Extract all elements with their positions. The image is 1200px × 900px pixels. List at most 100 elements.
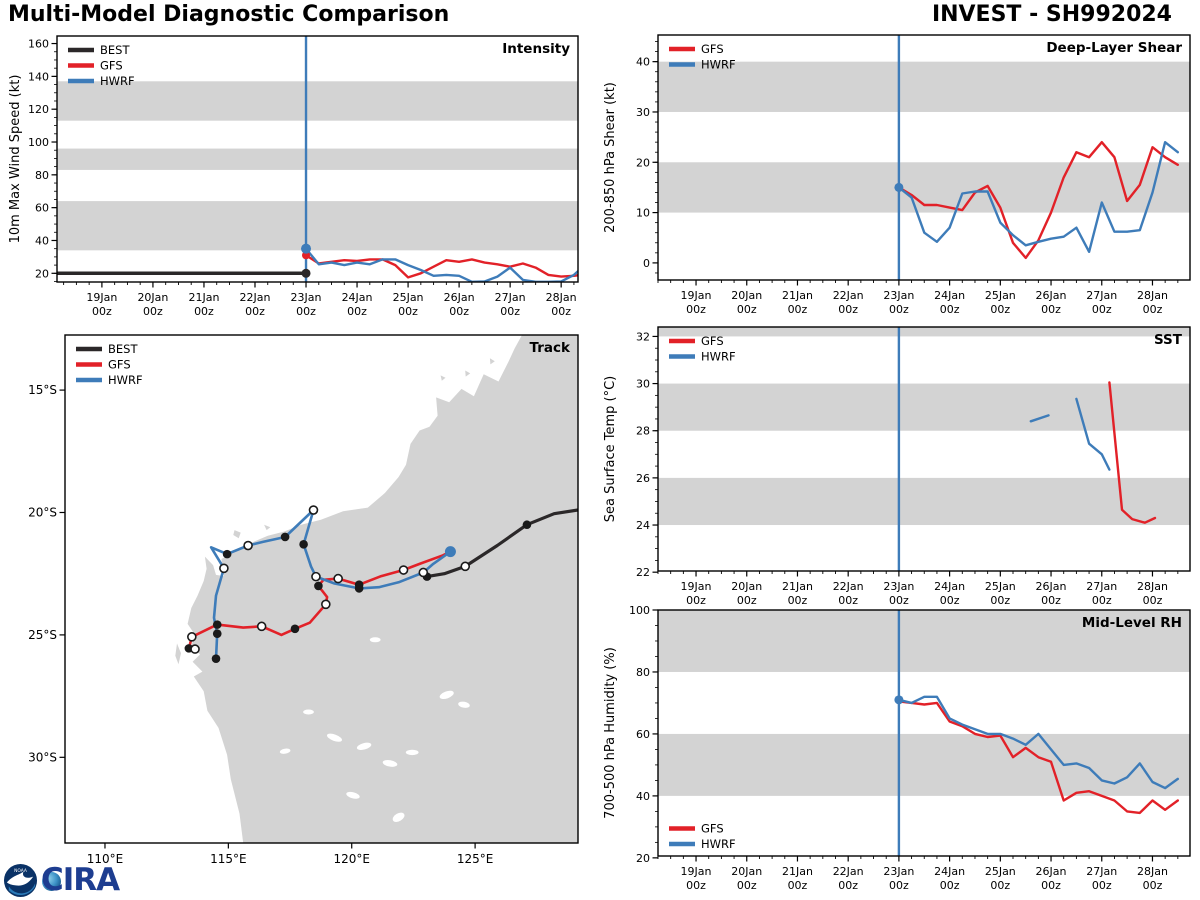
svg-text:00z: 00z bbox=[940, 594, 960, 607]
svg-text:26: 26 bbox=[636, 472, 650, 485]
intensity-init-marker bbox=[301, 268, 311, 278]
island bbox=[465, 370, 471, 377]
legend-label-gfs: GFS bbox=[701, 42, 724, 56]
noaa-logo-icon: NOAA bbox=[3, 863, 38, 898]
shear-legend: GFS HWRF bbox=[669, 42, 736, 72]
track-best-line bbox=[425, 508, 578, 579]
sst-title: SST bbox=[1154, 332, 1183, 348]
svg-text:00z: 00z bbox=[1143, 303, 1163, 316]
svg-text:26Jan: 26Jan bbox=[1036, 580, 1067, 593]
sst-ylabel: Sea Surface Temp (°C) bbox=[603, 376, 618, 523]
svg-text:160: 160 bbox=[28, 38, 49, 51]
island bbox=[489, 358, 495, 365]
svg-text:19Jan: 19Jan bbox=[681, 580, 712, 593]
svg-text:27Jan: 27Jan bbox=[1086, 580, 1117, 593]
svg-text:00z: 00z bbox=[245, 305, 265, 318]
svg-text:00z: 00z bbox=[737, 879, 757, 892]
sst-series bbox=[1029, 381, 1157, 524]
svg-text:100: 100 bbox=[28, 136, 49, 149]
intensity-bands bbox=[57, 81, 578, 251]
shaded-band bbox=[57, 81, 578, 121]
svg-text:15°S: 15°S bbox=[28, 383, 57, 397]
svg-text:28: 28 bbox=[636, 425, 650, 438]
svg-text:00z: 00z bbox=[737, 303, 757, 316]
svg-text:00z: 00z bbox=[194, 305, 214, 318]
svg-text:21Jan: 21Jan bbox=[782, 580, 813, 593]
sst-panel: 19Jan00z20Jan00z21Jan00z22Jan00z23Jan00z… bbox=[603, 326, 1191, 607]
sst-hwrf-line bbox=[1075, 397, 1111, 471]
svg-text:120: 120 bbox=[28, 103, 49, 116]
svg-text:00z: 00z bbox=[1143, 879, 1163, 892]
svg-text:30°S: 30°S bbox=[28, 750, 57, 764]
rh-panel: 19Jan00z20Jan00z21Jan00z22Jan00z23Jan00z… bbox=[603, 604, 1191, 892]
svg-text:00z: 00z bbox=[92, 305, 112, 318]
track-marker-open bbox=[311, 571, 321, 582]
svg-text:00z: 00z bbox=[838, 303, 858, 316]
svg-text:28Jan: 28Jan bbox=[546, 291, 577, 304]
svg-text:22Jan: 22Jan bbox=[240, 291, 271, 304]
track-marker-open bbox=[243, 540, 253, 551]
track-y-axis: 15°S 20°S 25°S 30°S bbox=[28, 383, 65, 764]
svg-text:24Jan: 24Jan bbox=[934, 865, 965, 878]
svg-text:24: 24 bbox=[636, 519, 650, 532]
svg-text:115°E: 115°E bbox=[210, 852, 247, 866]
island bbox=[440, 375, 446, 381]
legend-label-best: BEST bbox=[108, 342, 138, 356]
intensity-title: Intensity bbox=[502, 41, 570, 57]
svg-text:26Jan: 26Jan bbox=[1036, 289, 1067, 302]
track-marker-filled bbox=[290, 624, 300, 634]
intensity-y-axis: 20 40 60 80 100 120 140 160 bbox=[28, 38, 57, 282]
shear-bands bbox=[658, 61, 1190, 213]
svg-text:100: 100 bbox=[629, 604, 650, 617]
track-marker-filled bbox=[354, 584, 364, 593]
legend-label-gfs: GFS bbox=[701, 822, 724, 836]
legend-label-hwrf: HWRF bbox=[701, 58, 736, 72]
rh-ylabel: 700-500 hPa Humidity (%) bbox=[603, 647, 618, 819]
svg-text:28Jan: 28Jan bbox=[1137, 865, 1168, 878]
svg-text:00z: 00z bbox=[990, 879, 1010, 892]
sst-legend: GFS HWRF bbox=[669, 334, 736, 364]
svg-text:00z: 00z bbox=[788, 879, 808, 892]
rh-title: Mid-Level RH bbox=[1082, 615, 1182, 631]
svg-text:23Jan: 23Jan bbox=[883, 865, 914, 878]
svg-text:21Jan: 21Jan bbox=[782, 289, 813, 302]
salt-lake bbox=[346, 791, 360, 799]
shaded-band bbox=[658, 61, 1190, 112]
cira-logo-text: CIRA bbox=[41, 862, 120, 898]
panel-frame bbox=[64, 334, 579, 844]
svg-text:26Jan: 26Jan bbox=[1036, 865, 1067, 878]
track-marker-filled bbox=[299, 540, 308, 549]
svg-text:00z: 00z bbox=[889, 879, 909, 892]
rh-bands bbox=[658, 610, 1190, 796]
svg-text:23Jan: 23Jan bbox=[883, 289, 914, 302]
svg-text:00z: 00z bbox=[940, 879, 960, 892]
svg-text:00z: 00z bbox=[296, 305, 316, 318]
svg-text:00z: 00z bbox=[838, 594, 858, 607]
noaa-logo-text: NOAA bbox=[14, 868, 27, 874]
salt-lake bbox=[392, 812, 405, 822]
shear-title: Deep-Layer Shear bbox=[1046, 40, 1182, 56]
shaded-band bbox=[658, 383, 1190, 431]
track-map-land bbox=[187, 335, 578, 843]
storm-id: INVEST - SH992024 bbox=[931, 2, 1172, 27]
svg-text:110°E: 110°E bbox=[87, 852, 124, 866]
svg-text:00z: 00z bbox=[449, 305, 469, 318]
svg-text:20Jan: 20Jan bbox=[731, 289, 762, 302]
svg-text:22: 22 bbox=[636, 566, 650, 579]
svg-text:00z: 00z bbox=[398, 305, 418, 318]
svg-text:24Jan: 24Jan bbox=[934, 289, 965, 302]
svg-text:00z: 00z bbox=[737, 594, 757, 607]
legend-label-hwrf: HWRF bbox=[100, 74, 135, 88]
svg-text:00z: 00z bbox=[347, 305, 367, 318]
track-marker-open bbox=[308, 505, 319, 515]
sst-bands bbox=[658, 327, 1190, 526]
salt-lake bbox=[279, 748, 291, 754]
salt-lake bbox=[382, 759, 398, 767]
svg-text:27Jan: 27Jan bbox=[1086, 865, 1117, 878]
intensity-series bbox=[57, 247, 578, 282]
track-marker-open bbox=[398, 565, 409, 575]
svg-text:00z: 00z bbox=[686, 594, 706, 607]
legend-label-gfs: GFS bbox=[100, 59, 123, 73]
